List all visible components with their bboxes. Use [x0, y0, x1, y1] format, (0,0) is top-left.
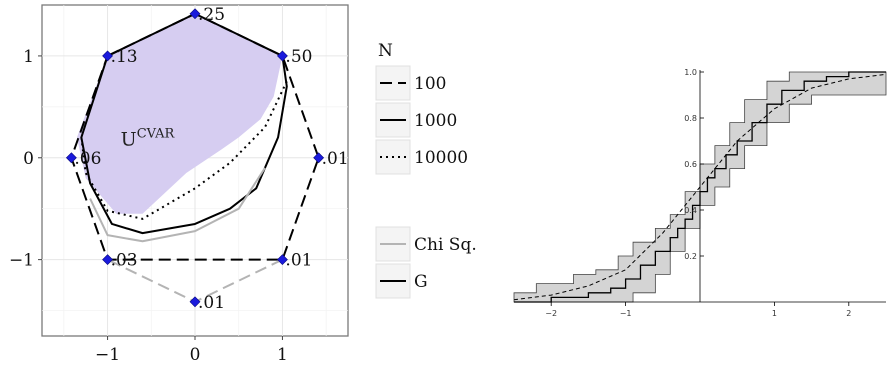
legend-label: 1000 [414, 111, 457, 131]
legend-label: G [414, 272, 428, 292]
series-g-n10000 [80, 80, 288, 220]
region-label-superscript: CVAR [137, 127, 176, 142]
y-tick-label: 1 [23, 47, 34, 67]
vertex-marker [189, 8, 201, 20]
y-tick-label: −1 [9, 251, 34, 271]
vertex-marker [102, 50, 113, 62]
uncertainty-set-region [76, 13, 283, 214]
vertex-label: .01 [322, 149, 349, 169]
x-tick-label: −1 [95, 345, 120, 365]
vertex-label: .50 [285, 47, 312, 67]
vertex-label: .06 [74, 149, 101, 169]
x-tick-label: 1 [277, 345, 288, 365]
vertex-markers: .25 .50 .01 .01 .01 .03 .06 .13 [65, 5, 349, 313]
y-axis-ticks: 1 0 −1 [9, 47, 42, 271]
legend-stat: Chi Sq. G [375, 226, 477, 299]
vertex-label: .13 [111, 47, 138, 67]
legend-n: 100 1000 10000 [375, 65, 468, 175]
vertex-label: .01 [198, 293, 225, 313]
vertex-marker [65, 152, 77, 164]
vertex-marker [277, 254, 288, 266]
legend-label: 10000 [414, 148, 468, 168]
x-tick-label: 0 [190, 345, 201, 365]
vertex-label: .01 [285, 251, 312, 271]
legend-n-title: N [378, 41, 393, 61]
vertex-label: .03 [111, 251, 138, 271]
vertex-marker [189, 296, 201, 308]
region-label: UCVAR [121, 127, 176, 151]
legend-label: 100 [414, 74, 446, 94]
x-axis-ticks: −1 0 1 [95, 336, 288, 365]
region-label-main: U [121, 129, 137, 151]
series-chisq-n1000 [89, 167, 266, 243]
vertex-marker [277, 50, 288, 62]
vertex-marker [102, 254, 113, 266]
vertex-label: .25 [198, 5, 225, 25]
y-tick-label: 0 [23, 149, 34, 169]
legend-label: Chi Sq. [414, 235, 477, 255]
vertex-marker [313, 152, 325, 164]
